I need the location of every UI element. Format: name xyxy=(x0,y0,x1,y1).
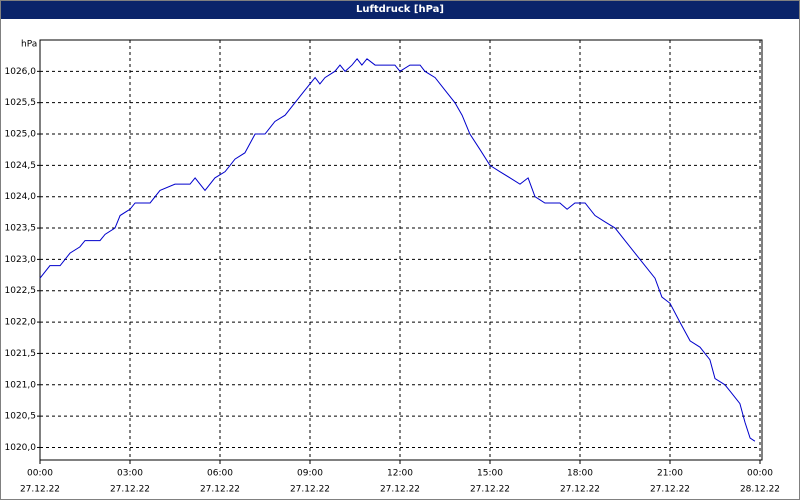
x-tick-label: 06:00 xyxy=(207,469,233,479)
y-tick-label: 1026,0 xyxy=(5,67,37,77)
x-tick-date: 27.12.22 xyxy=(560,485,600,495)
chart: hPa 1020,0 1020,5 1021,0 1021,5 1022,0 1022,5… xyxy=(5,39,780,495)
x-tick-date: 27.12.22 xyxy=(470,485,510,495)
x-tick-date: 27.12.22 xyxy=(110,485,150,495)
x-tick-label: 03:00 xyxy=(117,469,143,479)
x-tick-date: 27.12.22 xyxy=(20,485,60,495)
x-tick-label: 12:00 xyxy=(387,469,413,479)
y-tick-label: 1024,0 xyxy=(5,192,37,202)
x-tick-label: 15:00 xyxy=(477,469,503,479)
y-tick-label: 1023,5 xyxy=(5,224,37,234)
chart-title: Luftdruck [hPa] xyxy=(1,1,799,19)
y-tick-label: 1023,0 xyxy=(5,255,37,265)
y-tick-label: 1020,5 xyxy=(5,412,37,422)
y-tick-label: 1025,0 xyxy=(5,130,37,140)
x-tick-date: 27.12.22 xyxy=(290,485,330,495)
x-tick-date: 28.12.22 xyxy=(740,485,780,495)
x-tick-date: 27.12.22 xyxy=(380,485,420,495)
line-series xyxy=(39,57,756,442)
y-axis-label: hPa xyxy=(21,40,37,50)
x-tick-label: 00:00 xyxy=(747,469,773,479)
plot-area xyxy=(39,39,763,461)
x-tick-date: 27.12.22 xyxy=(200,485,240,495)
x-tick-label: 18:00 xyxy=(567,469,593,479)
x-tick-label: 21:00 xyxy=(657,469,683,479)
x-tick-label: 00:00 xyxy=(27,469,53,479)
y-tick-label: 1021,0 xyxy=(5,380,37,390)
y-tick-label: 1022,5 xyxy=(5,286,37,296)
y-tick-label: 1022,0 xyxy=(5,318,37,328)
y-tick-label: 1021,5 xyxy=(5,349,37,359)
y-tick-label: 1025,5 xyxy=(5,98,37,108)
y-tick-label: 1024,5 xyxy=(5,161,37,171)
x-tick-date: 27.12.22 xyxy=(650,485,690,495)
x-tick-label: 09:00 xyxy=(297,469,323,479)
y-tick-label: 1020,0 xyxy=(5,443,37,453)
